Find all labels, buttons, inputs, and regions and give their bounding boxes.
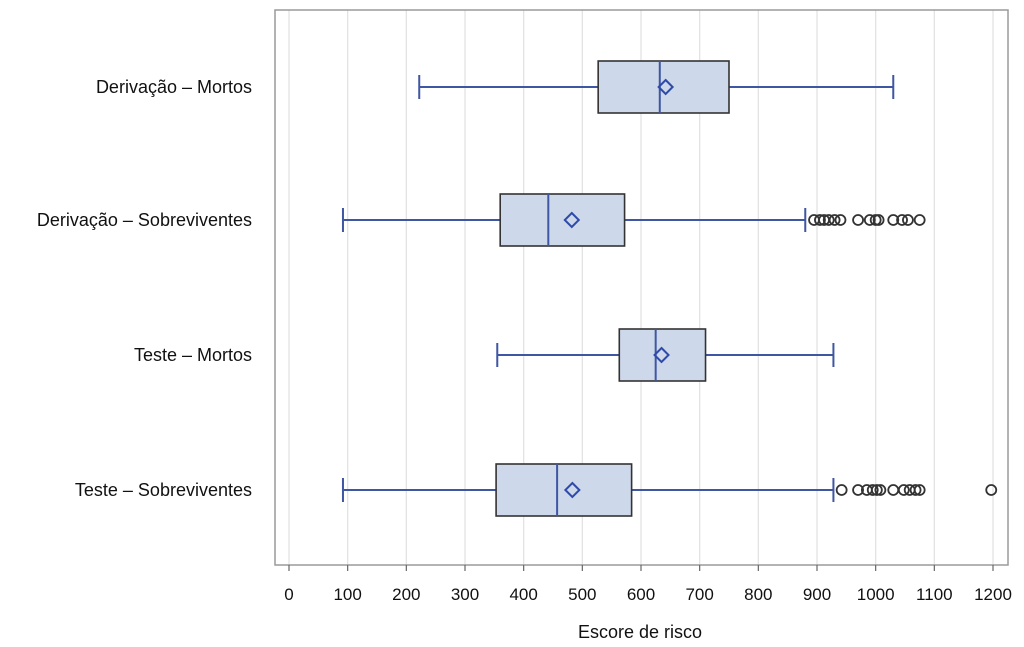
category-labels: Derivação – Mortos Derivação – Sobreviven… (37, 77, 252, 500)
outlier-point (834, 214, 847, 226)
x-tick-label: 1200 (974, 585, 1012, 604)
outlier-point (985, 484, 998, 496)
x-tick-label: 700 (685, 585, 713, 604)
outlier-point (852, 214, 864, 226)
x-tick-label: 0 (284, 585, 293, 604)
boxes (341, 60, 998, 517)
x-tick-label: 800 (744, 585, 772, 604)
outlier-point (902, 214, 914, 226)
outlier-point (872, 214, 885, 226)
outlier-point (828, 214, 841, 226)
x-tick-label: 200 (392, 585, 420, 604)
category-label: Derivação – Sobreviventes (37, 210, 252, 230)
x-tick-label: 100 (333, 585, 361, 604)
x-tick-label: 300 (451, 585, 479, 604)
category-label: Derivação – Mortos (96, 77, 252, 97)
x-tick-label: 1100 (916, 585, 953, 604)
mean-marker (653, 346, 670, 364)
box-group (418, 60, 895, 114)
mean-marker (563, 481, 581, 499)
box-group (341, 193, 926, 247)
box-group (496, 328, 835, 382)
outlier-point (909, 484, 922, 496)
x-tick-label: 600 (627, 585, 655, 604)
iqr-box (495, 463, 633, 517)
outlier-point (835, 484, 848, 496)
iqr-box (618, 328, 707, 382)
x-axis: 0 100 200 300 400 500 600 700 800 900 1000 1100 1200 (284, 565, 1012, 604)
grid-lines (288, 10, 994, 565)
outlier-point (887, 484, 900, 496)
outlier-point (866, 484, 879, 496)
iqr-box (597, 60, 730, 114)
x-tick-label: 400 (509, 585, 537, 604)
category-label: Teste – Sobreviventes (75, 480, 252, 500)
outlier-point (822, 214, 835, 226)
outlier-point (870, 484, 883, 496)
outlier-point (897, 484, 910, 496)
outlier-point (913, 214, 926, 226)
outlier-point (913, 484, 926, 496)
outlier-point (852, 484, 864, 496)
outlier-point (863, 214, 876, 226)
x-tick-label: 500 (568, 585, 596, 604)
outlier-point (814, 214, 826, 226)
outlier-point (874, 484, 887, 496)
category-label: Teste – Mortos (134, 345, 252, 365)
x-tick-label: 1000 (857, 585, 895, 604)
iqr-box (499, 193, 626, 247)
mean-marker (657, 78, 675, 96)
box-group (341, 463, 998, 517)
mean-marker (563, 211, 581, 229)
x-tick-label: 900 (803, 585, 831, 604)
outlier-point (896, 214, 908, 226)
x-axis-title: Escore de risco (578, 622, 702, 642)
outlier-point (887, 214, 900, 226)
